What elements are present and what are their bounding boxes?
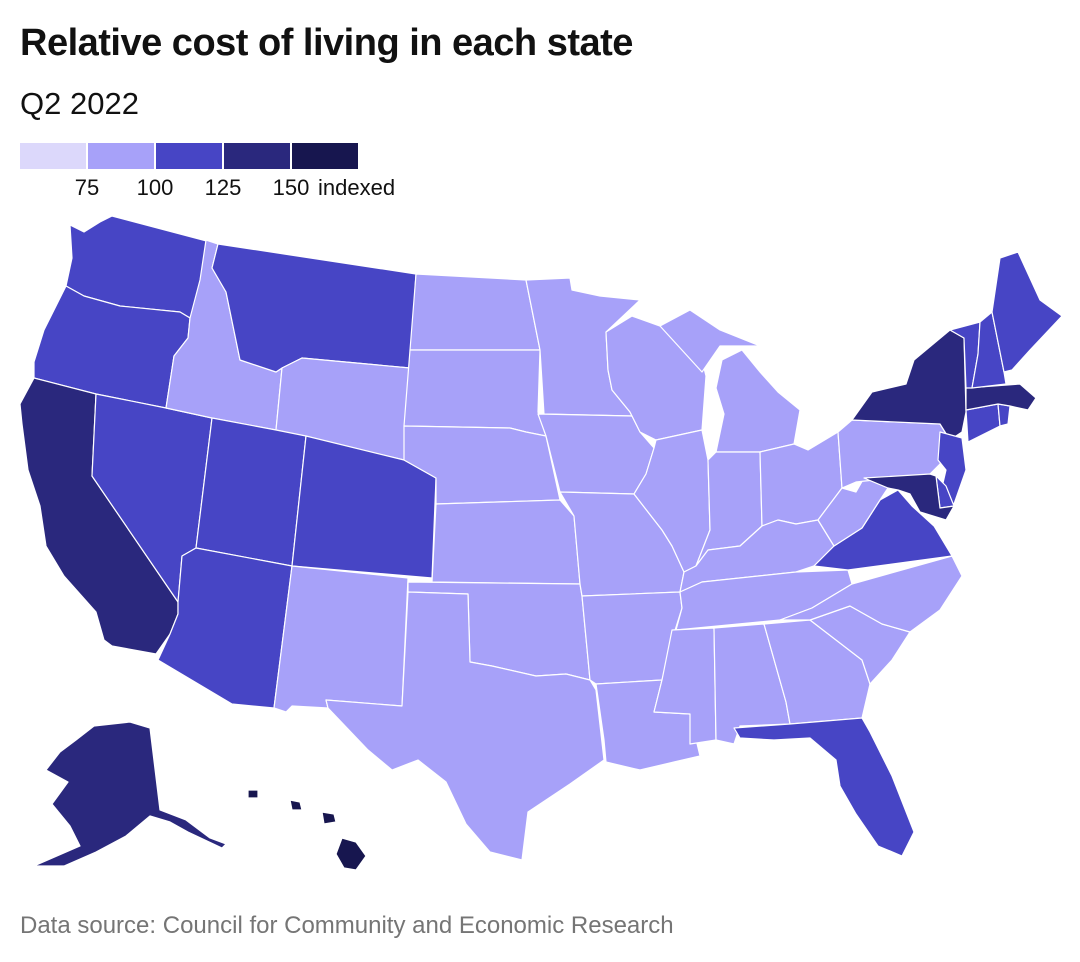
data-source: Data source: Council for Community and E…	[20, 912, 674, 939]
legend-swatch-over-150	[292, 143, 358, 169]
legend-unit: indexed	[318, 175, 396, 200]
legend-swatch-75-100	[88, 143, 154, 169]
state-south-dakota[interactable]	[403, 349, 547, 437]
state-maryland[interactable]	[863, 473, 955, 521]
state-rhode-island[interactable]	[997, 403, 1011, 427]
state-north-dakota[interactable]	[409, 273, 541, 351]
state-utah[interactable]	[195, 417, 307, 567]
state-connecticut[interactable]	[965, 403, 1001, 443]
legend-tick-75: 75	[74, 175, 100, 200]
legend-tick-150: 150	[272, 175, 310, 200]
chart-subtitle: Q2 2022	[20, 86, 139, 121]
legend-swatch-100-125	[156, 143, 222, 169]
state-maine[interactable]	[991, 251, 1063, 373]
legend-tick-125: 125	[204, 175, 242, 200]
state-kansas[interactable]	[431, 499, 581, 585]
state-texas[interactable]	[325, 591, 605, 861]
state-montana[interactable]	[211, 243, 417, 373]
state-new-mexico[interactable]	[273, 565, 409, 713]
state-colorado[interactable]	[291, 435, 437, 579]
state-north-carolina[interactable]	[779, 555, 963, 633]
state-florida[interactable]	[733, 717, 915, 857]
color-legend: 75 100 125 150 indexed	[20, 143, 420, 203]
state-hawaii[interactable]	[247, 789, 367, 871]
legend-swatch-125-150	[224, 143, 290, 169]
state-massachusetts[interactable]	[965, 383, 1037, 411]
us-state-map	[19, 215, 1063, 871]
chart-title: Relative cost of living in each state	[20, 22, 633, 64]
state-alaska[interactable]	[33, 721, 227, 867]
legend-swatch-under-75	[20, 143, 86, 169]
legend-tick-100: 100	[136, 175, 174, 200]
